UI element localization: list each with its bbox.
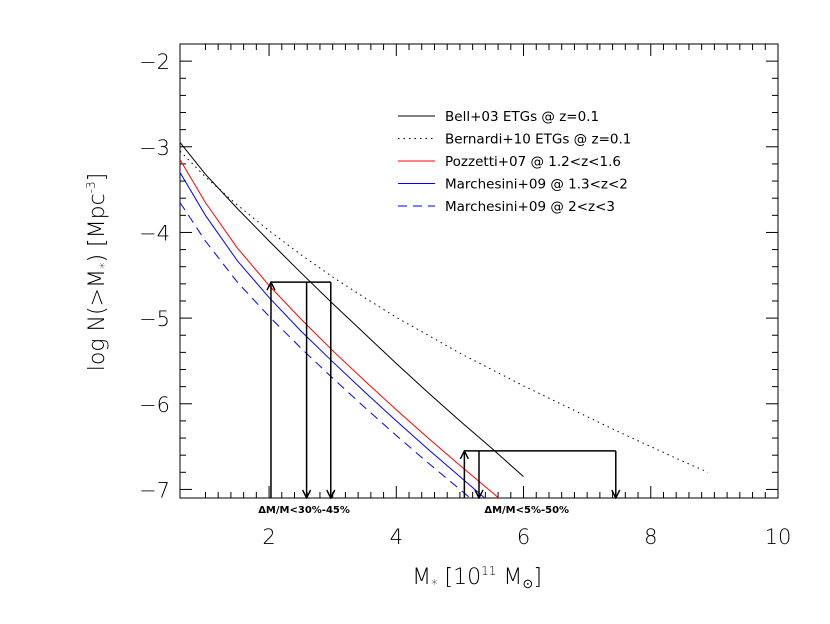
y-tick-label: −4	[139, 221, 170, 245]
annotation-label-2: ΔM/M<5%-50%	[484, 505, 569, 516]
x-tick-label: 6	[517, 525, 530, 549]
annotation-label-1: ΔM/M<30%-45%	[258, 505, 350, 516]
x-title-sub: *	[431, 578, 438, 593]
y-tick-label: −3	[139, 136, 170, 160]
x-title-sub2: ⊙	[522, 577, 533, 592]
legend-label-4: Marchesini+09 @ 1.3<z<2	[445, 177, 628, 193]
y-title-end: ]	[85, 173, 110, 182]
y-title-main: log N(>M	[85, 269, 110, 371]
legend-label-3: Pozzetti+07 @ 1.2<z<1.6	[445, 154, 621, 170]
series-line-1	[180, 142, 524, 477]
mass-arrows: ΔM/M<30%-45% ΔM/M<5%-50%	[258, 282, 616, 516]
series-line-3	[180, 159, 500, 498]
series-line-5	[180, 202, 471, 498]
legend-label-1: Bell+03 ETGs @ z=0.1	[445, 109, 599, 125]
y-tick-label: −2	[139, 50, 170, 74]
x-tick-label: 8	[644, 525, 657, 549]
x-title-mid: [10	[438, 565, 482, 590]
y-axis-title: log N(>M*) [Mpc-3]	[84, 173, 113, 372]
x-title-end: ]	[533, 565, 542, 590]
y-tick-label: −6	[139, 393, 170, 417]
legend-label-2: Bernardi+10 ETGs @ z=0.1	[445, 132, 631, 148]
y-title-sup: -3	[84, 181, 98, 193]
x-title-post: M	[496, 565, 522, 590]
series-line-4	[180, 172, 486, 498]
legend: Bell+03 ETGs @ z=0.1 Bernardi+10 ETGs @ z…	[398, 109, 631, 215]
x-title-main: M	[412, 565, 431, 590]
x-tick-label: 2	[262, 525, 275, 549]
x-tick-label: 10	[765, 525, 792, 549]
y-tick-label: −5	[139, 307, 170, 331]
x-title-sup: 11	[481, 564, 496, 578]
legend-label-5: Marchesini+09 @ 2<z<3	[445, 199, 615, 215]
y-title-sub: *	[98, 263, 113, 270]
x-axis-title: M* [1011 M⊙]	[412, 564, 542, 593]
y-title-mid: ) [Mpc	[85, 193, 110, 262]
axes: 2 4 6 8 10 −7 −6 −5 −4 −3 −2	[139, 43, 792, 549]
curves	[180, 142, 709, 498]
y-tick-label: −7	[139, 478, 170, 502]
series-line-2	[180, 150, 709, 473]
x-tick-label: 4	[390, 525, 403, 549]
